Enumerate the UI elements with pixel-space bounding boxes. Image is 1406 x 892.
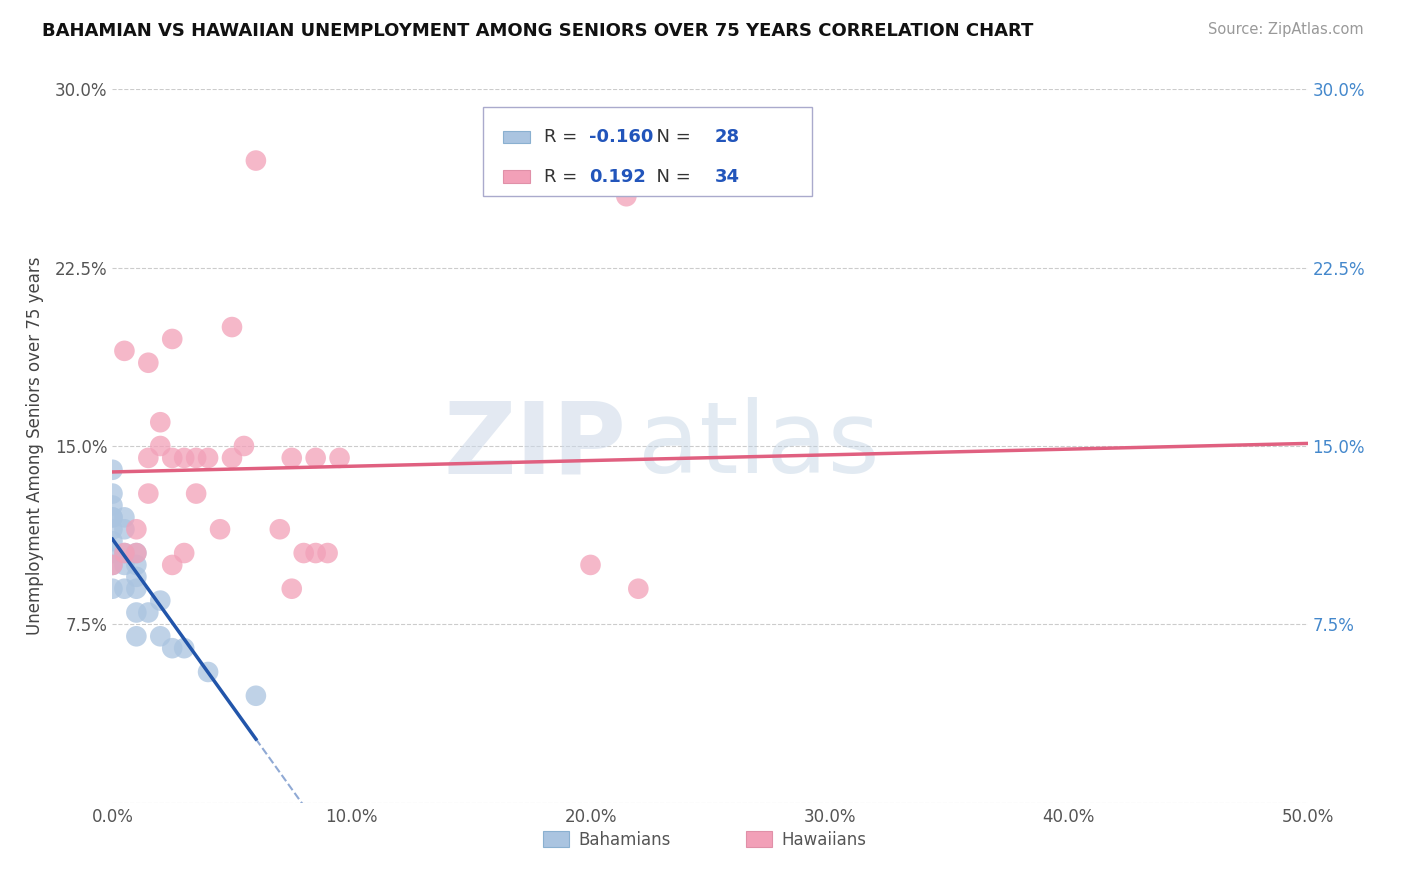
- Point: [114, 582, 135, 596]
- Point: [114, 558, 135, 572]
- Point: [125, 546, 148, 560]
- Point: [173, 641, 195, 656]
- Point: [221, 450, 243, 465]
- Point: [162, 450, 183, 465]
- Point: [186, 486, 208, 500]
- Point: [281, 450, 304, 465]
- Point: [305, 450, 328, 465]
- Point: [292, 546, 315, 560]
- Point: [125, 546, 148, 560]
- Point: [101, 534, 124, 549]
- Point: [173, 450, 195, 465]
- Point: [101, 499, 124, 513]
- Point: [233, 439, 256, 453]
- Point: [138, 450, 160, 465]
- Point: [579, 558, 602, 572]
- Text: atlas: atlas: [638, 398, 880, 494]
- Text: 34: 34: [714, 168, 740, 186]
- FancyBboxPatch shape: [484, 107, 811, 196]
- Text: N =: N =: [645, 128, 697, 146]
- Text: 28: 28: [714, 128, 740, 146]
- Point: [281, 582, 304, 596]
- Text: R =: R =: [544, 128, 583, 146]
- Point: [162, 558, 183, 572]
- Point: [616, 189, 638, 203]
- Text: BAHAMIAN VS HAWAIIAN UNEMPLOYMENT AMONG SENIORS OVER 75 YEARS CORRELATION CHART: BAHAMIAN VS HAWAIIAN UNEMPLOYMENT AMONG …: [42, 22, 1033, 40]
- Point: [101, 522, 124, 536]
- Point: [305, 546, 328, 560]
- Point: [209, 522, 232, 536]
- Point: [101, 582, 124, 596]
- Point: [101, 558, 124, 572]
- Point: [138, 606, 160, 620]
- Point: [114, 546, 135, 560]
- Point: [245, 153, 267, 168]
- Point: [114, 343, 135, 358]
- Point: [221, 320, 243, 334]
- Point: [149, 593, 172, 607]
- Text: 0.192: 0.192: [589, 168, 647, 186]
- Point: [125, 606, 148, 620]
- Text: Hawaiians: Hawaiians: [782, 831, 866, 849]
- Point: [114, 510, 135, 524]
- Point: [627, 582, 650, 596]
- Point: [186, 450, 208, 465]
- Text: Source: ZipAtlas.com: Source: ZipAtlas.com: [1208, 22, 1364, 37]
- Point: [125, 522, 148, 536]
- Point: [197, 450, 219, 465]
- Text: ZIP: ZIP: [443, 398, 627, 494]
- Point: [269, 522, 291, 536]
- Text: -0.160: -0.160: [589, 128, 654, 146]
- Point: [149, 415, 172, 429]
- Point: [138, 356, 160, 370]
- Point: [125, 582, 148, 596]
- Point: [138, 486, 160, 500]
- Point: [162, 332, 183, 346]
- Point: [197, 665, 219, 679]
- Point: [101, 510, 124, 524]
- Point: [162, 641, 183, 656]
- Point: [114, 546, 135, 560]
- Point: [125, 558, 148, 572]
- Text: Bahamians: Bahamians: [579, 831, 671, 849]
- Text: N =: N =: [645, 168, 697, 186]
- Point: [114, 522, 135, 536]
- Text: R =: R =: [544, 168, 589, 186]
- Point: [125, 570, 148, 584]
- Point: [149, 629, 172, 643]
- Bar: [747, 831, 772, 847]
- Bar: [503, 170, 530, 183]
- Bar: [503, 131, 530, 144]
- Point: [125, 629, 148, 643]
- Point: [173, 546, 195, 560]
- Point: [101, 510, 124, 524]
- Point: [316, 546, 339, 560]
- Bar: [543, 831, 569, 847]
- Point: [149, 439, 172, 453]
- Point: [101, 558, 124, 572]
- Point: [245, 689, 267, 703]
- Point: [101, 546, 124, 560]
- Point: [101, 486, 124, 500]
- Point: [329, 450, 352, 465]
- Point: [101, 463, 124, 477]
- Y-axis label: Unemployment Among Seniors over 75 years: Unemployment Among Seniors over 75 years: [25, 257, 44, 635]
